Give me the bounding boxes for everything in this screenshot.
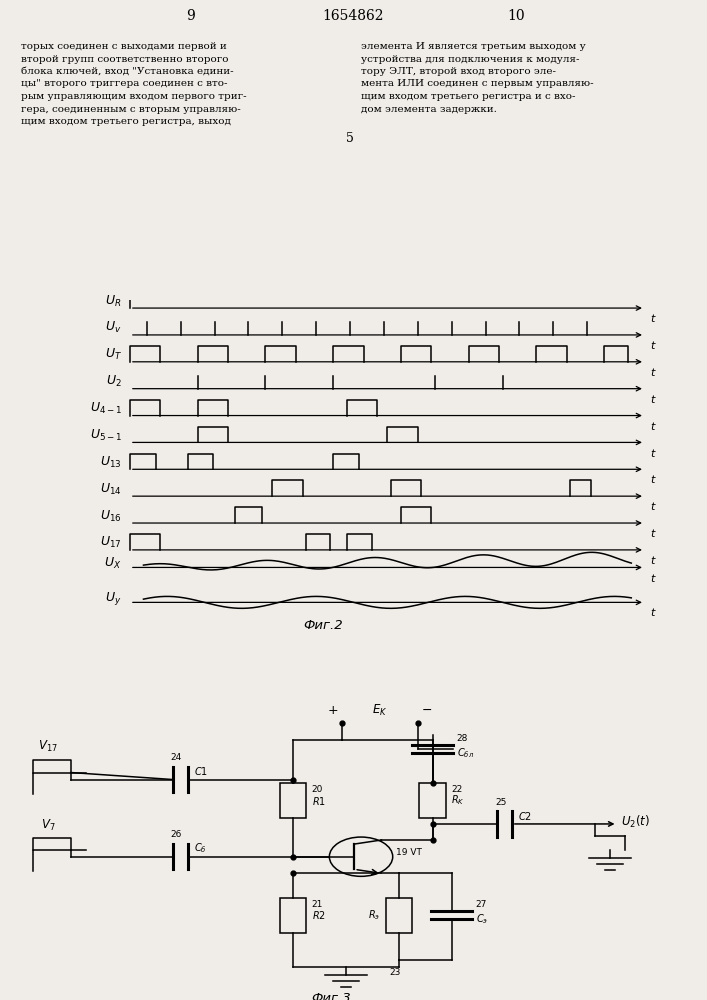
Text: $t$: $t$ bbox=[650, 339, 656, 351]
Text: $t$: $t$ bbox=[650, 366, 656, 378]
Text: $U_v$: $U_v$ bbox=[105, 320, 122, 335]
Text: −: − bbox=[421, 704, 432, 717]
Text: $U_{14}$: $U_{14}$ bbox=[100, 482, 122, 497]
Text: $U_y$: $U_y$ bbox=[105, 590, 122, 607]
FancyBboxPatch shape bbox=[280, 898, 306, 933]
Text: $t$: $t$ bbox=[650, 473, 656, 485]
Text: 1654862: 1654862 bbox=[323, 9, 384, 23]
Text: $U_2(t)$: $U_2(t)$ bbox=[621, 814, 650, 830]
Text: 27: 27 bbox=[476, 900, 487, 909]
Text: 25: 25 bbox=[495, 798, 506, 807]
Text: $U_{4-1}$: $U_{4-1}$ bbox=[90, 401, 122, 416]
Text: $t$: $t$ bbox=[650, 393, 656, 405]
Text: 23: 23 bbox=[390, 968, 401, 977]
Text: элемента И является третьим выходом у
устройства для подключения к модуля-
тору : элемента И является третьим выходом у ус… bbox=[361, 42, 593, 113]
Text: $U_2$: $U_2$ bbox=[106, 374, 122, 389]
Text: 28: 28 bbox=[457, 734, 468, 743]
Text: 9: 9 bbox=[187, 9, 195, 23]
Text: Фиг.2: Фиг.2 bbox=[303, 619, 343, 632]
Text: $C2$: $C2$ bbox=[518, 810, 532, 822]
Text: $t$: $t$ bbox=[650, 554, 656, 566]
Text: $R1$: $R1$ bbox=[312, 795, 326, 807]
Text: 19 VT: 19 VT bbox=[396, 848, 421, 857]
Text: $U_{16}$: $U_{16}$ bbox=[100, 508, 122, 524]
FancyBboxPatch shape bbox=[280, 783, 306, 818]
Text: $t$: $t$ bbox=[650, 527, 656, 539]
Text: +: + bbox=[328, 704, 339, 717]
Text: $U_{5-1}$: $U_{5-1}$ bbox=[90, 428, 122, 443]
Text: $C_{бл}$: $C_{бл}$ bbox=[457, 746, 474, 760]
Text: $U_X$: $U_X$ bbox=[105, 556, 122, 571]
Text: 24: 24 bbox=[170, 753, 182, 762]
Text: 21: 21 bbox=[312, 900, 323, 909]
Text: $R2$: $R2$ bbox=[312, 909, 326, 921]
Text: $V_7$: $V_7$ bbox=[41, 818, 55, 833]
Text: $C_э$: $C_э$ bbox=[476, 912, 488, 926]
Text: $R_э$: $R_э$ bbox=[368, 908, 380, 922]
Text: торых соединен с выходами первой и
второй групп соответственно второго
блока клю: торых соединен с выходами первой и второ… bbox=[21, 42, 247, 126]
Text: $U_{17}$: $U_{17}$ bbox=[100, 535, 122, 550]
Text: $t$: $t$ bbox=[650, 447, 656, 459]
Text: 5: 5 bbox=[346, 132, 354, 145]
Text: $E_K$: $E_K$ bbox=[372, 703, 387, 718]
Text: 26: 26 bbox=[170, 830, 182, 839]
Text: $t$: $t$ bbox=[650, 312, 656, 324]
Text: 20: 20 bbox=[312, 785, 323, 794]
Text: $U_T$: $U_T$ bbox=[105, 347, 122, 362]
Text: $t$: $t$ bbox=[650, 606, 656, 618]
Text: $t$: $t$ bbox=[650, 420, 656, 432]
Circle shape bbox=[329, 837, 392, 876]
Text: $R_K$: $R_K$ bbox=[451, 794, 464, 807]
Text: $t$: $t$ bbox=[650, 500, 656, 512]
Text: 22: 22 bbox=[451, 785, 462, 794]
Text: $t$: $t$ bbox=[650, 572, 656, 584]
Text: $U_{13}$: $U_{13}$ bbox=[100, 455, 122, 470]
Text: Фиг.3: Фиг.3 bbox=[311, 992, 351, 1000]
FancyBboxPatch shape bbox=[385, 898, 412, 933]
Text: 10: 10 bbox=[508, 9, 525, 23]
Text: $C_б$: $C_б$ bbox=[194, 841, 206, 855]
Text: $U_R$: $U_R$ bbox=[105, 293, 122, 309]
FancyBboxPatch shape bbox=[419, 783, 446, 818]
Text: $V_{17}$: $V_{17}$ bbox=[38, 739, 58, 754]
Text: $C1$: $C1$ bbox=[194, 765, 208, 777]
